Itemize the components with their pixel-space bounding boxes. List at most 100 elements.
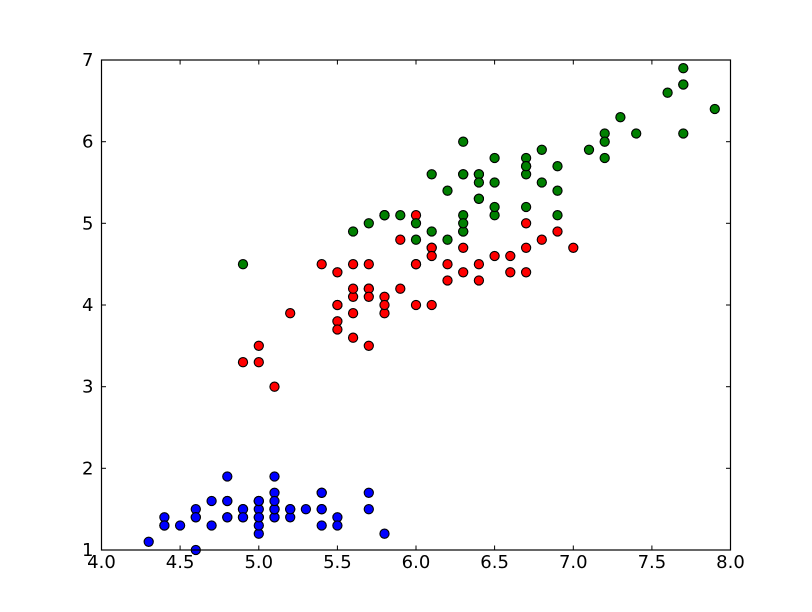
data-point-cluster-red [520, 267, 532, 278]
data-point-cluster-green [615, 112, 626, 123]
data-point-cluster-red [536, 234, 547, 245]
data-point-cluster-blue [316, 504, 327, 515]
data-point-cluster-red [347, 332, 359, 343]
data-point-cluster-blue [222, 512, 233, 523]
data-point-cluster-red [520, 242, 532, 253]
data-point-cluster-blue [206, 495, 217, 507]
data-point-cluster-red [442, 259, 453, 270]
data-point-cluster-blue [285, 504, 296, 515]
data-point-cluster-green [458, 218, 469, 229]
data-point-cluster-green [442, 234, 453, 245]
x-tick-label: 7.5 [638, 552, 667, 573]
data-point-cluster-red [568, 242, 579, 253]
data-point-cluster-green [237, 259, 249, 270]
data-point-cluster-blue [269, 471, 280, 482]
data-point-cluster-red [505, 250, 516, 262]
data-point-cluster-green [347, 226, 359, 237]
data-point-cluster-red [520, 218, 532, 229]
data-point-cluster-red [410, 259, 422, 270]
data-point-cluster-red [253, 357, 264, 368]
data-point-cluster-red [395, 283, 406, 294]
data-point-cluster-red [347, 259, 359, 270]
data-point-cluster-red [379, 299, 390, 311]
data-point-cluster-red [458, 242, 469, 253]
data-point-cluster-green [552, 185, 563, 196]
data-point-cluster-red [237, 357, 249, 368]
data-point-cluster-blue [363, 504, 374, 515]
y-tick-label: 6 [82, 132, 93, 153]
data-point-cluster-blue [159, 520, 170, 531]
data-point-cluster-red [332, 267, 343, 278]
data-point-cluster-green [410, 218, 422, 229]
data-point-cluster-green [552, 210, 563, 221]
x-tick-label: 4.5 [166, 552, 195, 573]
data-point-cluster-blue [332, 520, 343, 531]
data-point-cluster-green [678, 128, 689, 139]
data-point-cluster-blue [363, 487, 374, 498]
data-point-cluster-green [520, 161, 532, 172]
data-point-cluster-red [410, 299, 422, 311]
data-point-cluster-blue [253, 512, 264, 523]
data-point-cluster-green [363, 218, 374, 229]
data-point-cluster-blue [222, 495, 233, 507]
data-point-cluster-green [489, 152, 500, 164]
data-point-cluster-blue [300, 504, 312, 515]
data-point-cluster-green [662, 87, 673, 98]
data-point-cluster-blue [222, 471, 233, 482]
data-point-cluster-red [363, 259, 374, 270]
y-tick-label: 7 [82, 50, 93, 71]
data-point-cluster-green [552, 161, 563, 172]
x-tick-label: 6.0 [402, 552, 431, 573]
data-point-cluster-blue [253, 495, 264, 507]
data-point-cluster-red [332, 324, 343, 335]
y-tick-label: 5 [82, 213, 93, 234]
data-point-cluster-red [316, 259, 327, 270]
data-point-cluster-blue [143, 536, 154, 547]
x-tick-label: 4.0 [87, 552, 116, 573]
data-point-cluster-blue [174, 520, 186, 531]
data-point-cluster-green [536, 177, 547, 188]
data-point-cluster-green [599, 136, 610, 147]
data-point-cluster-red [395, 234, 406, 245]
data-point-cluster-green [395, 210, 406, 221]
data-point-cluster-green [426, 169, 437, 180]
data-point-cluster-green [583, 144, 595, 155]
data-point-cluster-red [426, 250, 437, 262]
data-point-cluster-red [458, 267, 469, 278]
data-point-cluster-blue [269, 495, 280, 507]
x-tick-label: 6.5 [480, 552, 509, 573]
data-point-cluster-red [253, 340, 264, 351]
x-tick-label: 7.0 [559, 552, 588, 573]
x-tick-label: 5.5 [323, 552, 352, 573]
data-point-cluster-green [379, 210, 390, 221]
data-point-cluster-green [631, 128, 642, 139]
x-tick-label: 5.0 [244, 552, 273, 573]
data-point-cluster-green [426, 226, 437, 237]
data-point-cluster-red [363, 291, 374, 302]
data-point-cluster-red [363, 340, 374, 351]
data-point-cluster-green [520, 201, 532, 213]
data-point-cluster-green [473, 193, 485, 204]
data-point-cluster-blue [316, 487, 327, 498]
data-point-cluster-blue [237, 512, 249, 523]
data-point-cluster-red [552, 226, 563, 237]
data-point-cluster-green [458, 136, 469, 147]
data-point-cluster-blue [379, 528, 390, 539]
data-point-cluster-green [536, 144, 547, 155]
data-point-cluster-green [473, 177, 485, 188]
data-point-cluster-red [347, 283, 359, 294]
y-tick-label: 1 [82, 540, 93, 561]
data-point-cluster-blue [206, 520, 217, 531]
data-point-cluster-red [347, 308, 359, 319]
data-point-cluster-red [269, 381, 280, 392]
data-point-cluster-green [410, 234, 422, 245]
y-tick-label: 2 [82, 458, 93, 479]
data-point-cluster-red [473, 259, 485, 270]
x-tick-label: 8.0 [716, 552, 745, 573]
data-point-cluster-green [489, 201, 500, 213]
data-point-cluster-red [505, 267, 516, 278]
data-point-cluster-green [709, 103, 720, 115]
y-tick-label: 4 [82, 295, 93, 316]
